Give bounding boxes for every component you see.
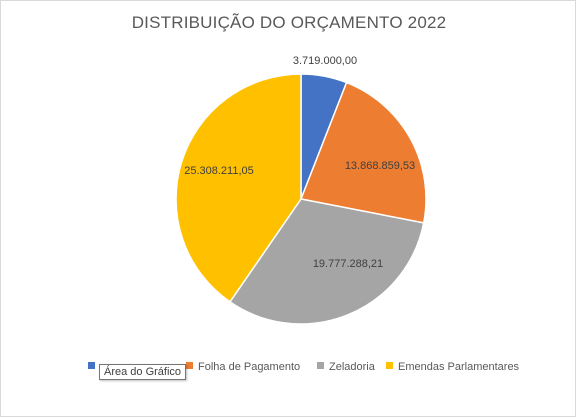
legend-label-1: Folha de Pagamento xyxy=(198,361,301,373)
legend-swatch-2 xyxy=(317,362,324,369)
legend-swatch-1 xyxy=(186,362,193,369)
data-label-3: 25.308.211,05 xyxy=(184,165,254,177)
legend-label-2: Zeladoria xyxy=(329,361,375,373)
chart-title: DISTRIBUIÇÃO DO ORÇAMENTO 2022 xyxy=(131,13,447,32)
legend-swatch-3 xyxy=(386,362,393,369)
data-label-0: 3.719.000,00 xyxy=(293,55,357,67)
legend-label-3: Emendas Parlamentares xyxy=(398,361,520,373)
legend-item-1[interactable]: Folha de Pagamento xyxy=(186,361,300,373)
data-label-2: 19.777.288,21 xyxy=(313,258,383,270)
legend-item-0[interactable] xyxy=(88,361,100,373)
pie-slice-3[interactable] xyxy=(175,73,302,303)
pie-slice-1[interactable] xyxy=(299,81,427,224)
legend-item-3[interactable]: Emendas Parlamentares xyxy=(386,361,519,373)
data-label-1: 13.868.859,53 xyxy=(345,160,415,172)
legend[interactable]: Folha de Pagamento Zeladoria Emendas Parla… xyxy=(1,361,576,377)
legend-swatch-0 xyxy=(88,362,95,369)
chart-area-tooltip: Área do Gráfico xyxy=(99,364,187,380)
pie-slice-2[interactable] xyxy=(228,198,425,325)
legend-item-2[interactable]: Zeladoria xyxy=(317,361,375,373)
